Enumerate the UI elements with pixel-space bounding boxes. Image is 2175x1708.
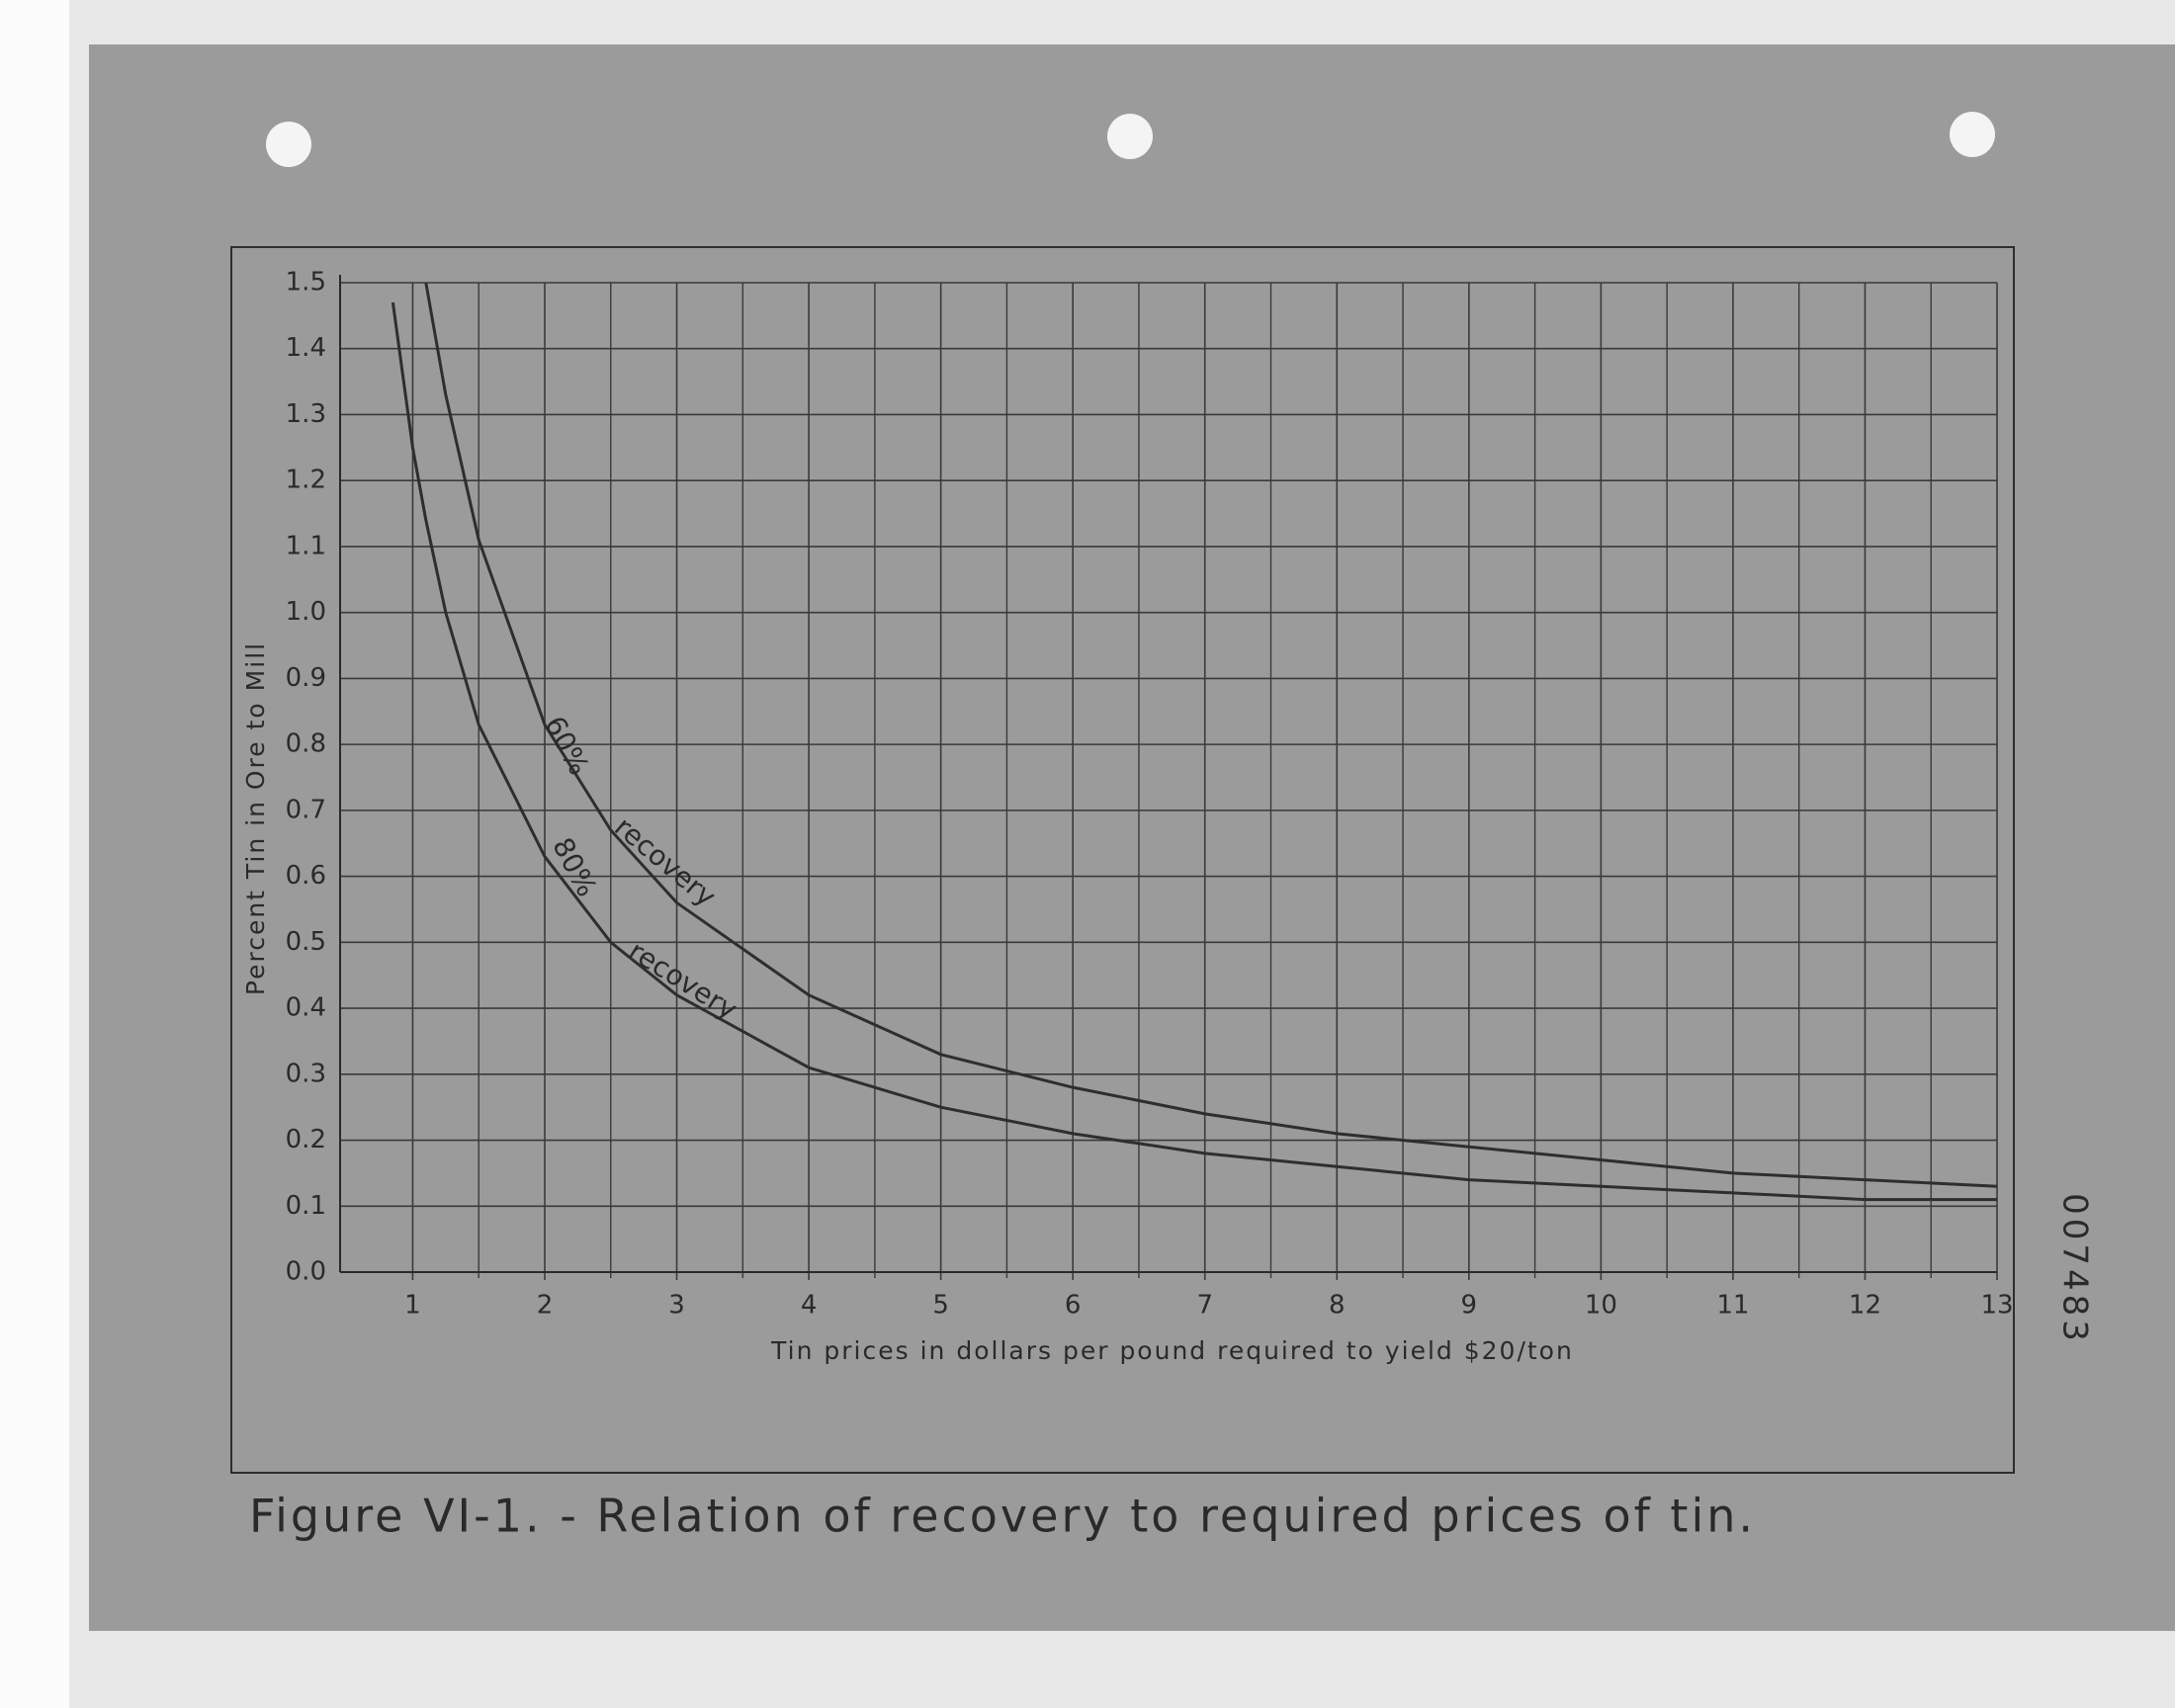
stamp: 007483 (2055, 1193, 2095, 1345)
y-tick-label: 0.8 (286, 729, 326, 759)
x-tick-label: 10 (1585, 1291, 1617, 1321)
y-axis-label: Percent Tin in Ore to Mill (241, 641, 270, 995)
frame (230, 246, 2015, 1474)
x-tick-label: 8 (1329, 1291, 1346, 1321)
x-tick-label: 12 (1849, 1291, 1881, 1321)
x-tick-label: 3 (668, 1291, 685, 1321)
y-tick-label: 1.1 (286, 531, 326, 560)
y-tick-label: 0.2 (286, 1125, 326, 1154)
y-tick-label: 0.5 (286, 927, 326, 957)
y-tick-label: 0.6 (286, 861, 326, 891)
x-tick-label: 11 (1716, 1291, 1749, 1321)
x-tick-label: 9 (1461, 1291, 1478, 1321)
paper (89, 44, 2175, 1631)
x-tick-label: 5 (932, 1291, 949, 1321)
y-tick-label: 0.0 (286, 1257, 326, 1287)
x-tick-label: 7 (1196, 1291, 1213, 1321)
y-tick-label: 1.5 (286, 268, 326, 298)
x-axis-label: Tin prices in dollars per pound required… (770, 1336, 1574, 1365)
punch-hole (266, 122, 311, 167)
y-tick-label: 1.3 (286, 399, 326, 429)
x-tick-label: 6 (1065, 1291, 1082, 1321)
y-tick-label: 0.7 (286, 795, 326, 824)
y-tick-label: 0.1 (286, 1191, 326, 1221)
y-tick-label: 0.3 (286, 1059, 326, 1088)
y-tick-label: 0.9 (286, 663, 326, 693)
y-tick-label: 1.4 (286, 333, 326, 363)
x-tick-label: 1 (404, 1291, 421, 1321)
x-tick-label: 4 (801, 1291, 818, 1321)
x-tick-label: 2 (537, 1291, 554, 1321)
series-line (391, 301, 1997, 1202)
y-tick-label: 1.2 (286, 466, 326, 495)
y-tick-label: 1.0 (286, 597, 326, 627)
x-tick-label: 13 (1980, 1291, 2013, 1321)
chart-title: Figure VI-1. - Relation of recovery to r… (249, 1490, 1756, 1543)
y-tick-label: 0.4 (286, 993, 326, 1023)
punch-hole (1950, 112, 1995, 157)
series-line (424, 282, 1998, 1188)
punch-hole (1107, 114, 1153, 159)
